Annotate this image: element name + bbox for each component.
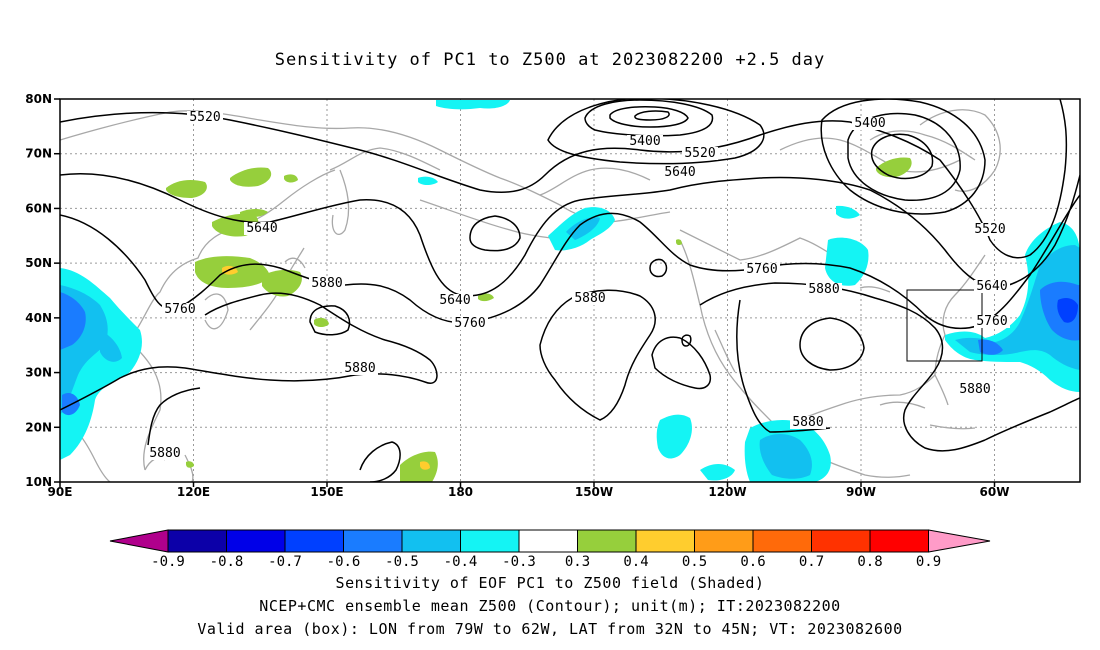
contour-label-bg: [452, 317, 488, 330]
contour-label: 5640: [439, 293, 470, 308]
lat-tick-label: 70N: [25, 147, 52, 161]
colorbar-label: -0.4: [444, 554, 478, 570]
colorbar-swatch: [635, 529, 695, 553]
contour-label: 5520: [189, 110, 220, 125]
contour-label-bg: [309, 277, 345, 290]
lon-tick-label: 180: [448, 485, 473, 499]
contour-label: 5760: [976, 314, 1007, 329]
contour-label-bg: [244, 222, 280, 235]
colorbar-label: -0.8: [210, 554, 244, 570]
contour-label: 5760: [746, 262, 777, 277]
contour-label: 5640: [664, 165, 695, 180]
colorbar-swatch: [460, 529, 520, 553]
contour-label-bg: [147, 447, 183, 460]
colorbar-swatch: [226, 529, 286, 553]
lat-tick-label: 60N: [25, 201, 52, 215]
colorbar-label: 0.6: [740, 554, 765, 570]
contour-label-bg: [572, 292, 608, 305]
coastlines: [60, 109, 1001, 482]
colorbar-label: -0.6: [327, 554, 361, 570]
contour-label: 5400: [854, 116, 885, 131]
colorbar-swatch: [752, 529, 812, 553]
contour-label: 5880: [574, 291, 605, 306]
colorbar-swatch: [577, 529, 637, 553]
contour-label: 5880: [792, 415, 823, 430]
colorbar-label: 0.3: [565, 554, 590, 570]
contour-label-bg: [974, 280, 1010, 293]
lat-tick-label: 50N: [25, 256, 52, 270]
shaded-sensitivity: [60, 100, 1080, 482]
contour-label-bg: [974, 315, 1010, 328]
colorbar-label: 0.7: [799, 554, 824, 570]
lon-tick-label: 90W: [846, 485, 876, 499]
colorbar-swatch: [869, 529, 929, 553]
lat-tick-label: 30N: [25, 366, 52, 380]
contour-label: 5640: [976, 279, 1007, 294]
footer-line-1: Sensitivity of EOF PC1 to Z500 field (Sh…: [335, 574, 765, 592]
colorbar-label: -0.7: [268, 554, 302, 570]
contour-label-bg: [162, 303, 198, 316]
lat-tick-label: 10N: [25, 475, 52, 489]
contour-label-bg: [972, 223, 1008, 236]
contour-label-bg: [806, 283, 842, 296]
colorbar-swatch: [284, 529, 344, 553]
contour-label-bg: [957, 383, 993, 396]
footer-line-3: Valid area (box): LON from 79W to 62W, L…: [197, 620, 903, 638]
colorbar-label: 0.8: [857, 554, 882, 570]
contour-label-bg: [790, 416, 826, 429]
lon-tick-label: 120W: [708, 485, 746, 499]
colorbar-swatch: [401, 529, 461, 553]
colorbar-arrow-right: [928, 529, 991, 553]
colorbar-label: -0.3: [502, 554, 536, 570]
colorbar-label: -0.9: [151, 554, 185, 570]
contour-label-bg: [682, 147, 718, 160]
contour-label: 5520: [684, 146, 715, 161]
contour-label-bg: [852, 117, 888, 130]
contour-label: 5760: [164, 302, 195, 317]
contour-label-bg: [662, 166, 698, 179]
lon-tick-label: 150E: [310, 485, 343, 499]
plot-frame: [59, 98, 1081, 483]
lon-tick-label: 150W: [575, 485, 613, 499]
contour-label-bg: [187, 111, 223, 124]
contour-label-bg: [437, 294, 473, 307]
colorbar: -0.9 -0.8 -0.7 -0.6 -0.5 -0.4 -0.3 0.3 0.4 0.5 0.6…: [109, 529, 991, 570]
contour-label: 5880: [959, 382, 990, 397]
colorbar-label: 0.9: [916, 554, 941, 570]
colorbar-swatch: [518, 529, 578, 553]
colorbar-swatch: [694, 529, 754, 553]
contour-label: 5880: [149, 446, 180, 461]
lon-tick-label: 120E: [177, 485, 210, 499]
lat-tick-label: 40N: [25, 311, 52, 325]
contour-labels: 5520 5640 5760 5880 5880 5880 5400 5520 5640 5640…: [147, 110, 1010, 461]
contour-label-bg: [342, 362, 378, 375]
contour-label: 5640: [246, 221, 277, 236]
lat-tick-label: 20N: [25, 420, 52, 434]
colorbar-swatch: [811, 529, 871, 553]
contour-label: 5880: [808, 282, 839, 297]
colorbar-swatch: [167, 529, 227, 553]
lon-tick-label: 90E: [48, 485, 73, 499]
footer-line-2: NCEP+CMC ensemble mean Z500 (Contour); u…: [259, 597, 841, 615]
lon-tick-label: 60W: [980, 485, 1010, 499]
contour-label: 5520: [974, 222, 1005, 237]
contour-label: 5400: [629, 134, 660, 149]
lat-tick-label: 80N: [25, 92, 52, 106]
z500-contours: [60, 99, 1080, 482]
contour-label-bg: [627, 135, 663, 148]
contour-label-bg: [744, 263, 780, 276]
contour-label: 5760: [454, 316, 485, 331]
contour-label: 5880: [311, 276, 342, 291]
chart-title: Sensitivity of PC1 to Z500 at 2023082200…: [274, 50, 826, 70]
colorbar-swatch: [343, 529, 403, 553]
colorbar-arrow-left: [109, 529, 169, 553]
colorbar-label: 0.4: [623, 554, 648, 570]
contour-label: 5880: [344, 361, 375, 376]
colorbar-label: 0.5: [682, 554, 707, 570]
colorbar-label: -0.5: [385, 554, 419, 570]
